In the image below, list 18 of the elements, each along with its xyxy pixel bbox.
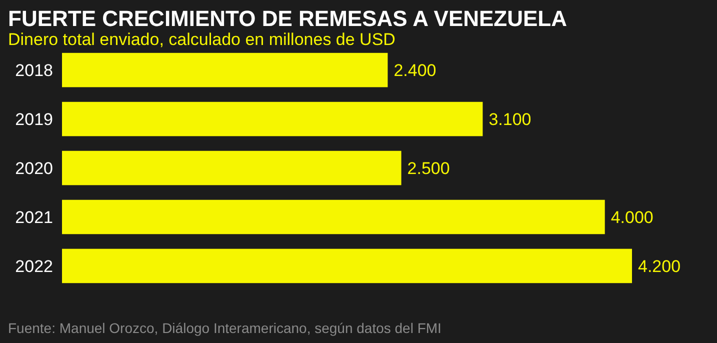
chart-subtitle: Dinero total enviado, calculado en millones de USD bbox=[8, 30, 396, 49]
chart-title: FUERTE CRECIMIENTO DE REMESAS A VENEZUELA bbox=[8, 6, 568, 31]
y-tick-label: 2020 bbox=[15, 158, 53, 178]
bar bbox=[62, 248, 632, 284]
data-label: 4.000 bbox=[610, 208, 654, 227]
data-label: 3.100 bbox=[488, 110, 532, 129]
data-label: 2.400 bbox=[394, 60, 436, 80]
data-label: 2.500 bbox=[407, 158, 450, 178]
source-note: Fuente: Manuel Orozco, Diálogo Interamericano, según datos del FMI bbox=[8, 320, 442, 336]
y-tick-label: 2021 bbox=[15, 208, 53, 227]
bar bbox=[62, 52, 388, 88]
bar bbox=[62, 150, 402, 186]
bar bbox=[62, 200, 605, 234]
y-tick-label: 2018 bbox=[15, 60, 53, 80]
y-tick-label: 2022 bbox=[15, 256, 53, 276]
data-label: 4.200 bbox=[638, 256, 681, 276]
y-tick-label: 2019 bbox=[15, 110, 53, 129]
bar bbox=[62, 102, 483, 136]
